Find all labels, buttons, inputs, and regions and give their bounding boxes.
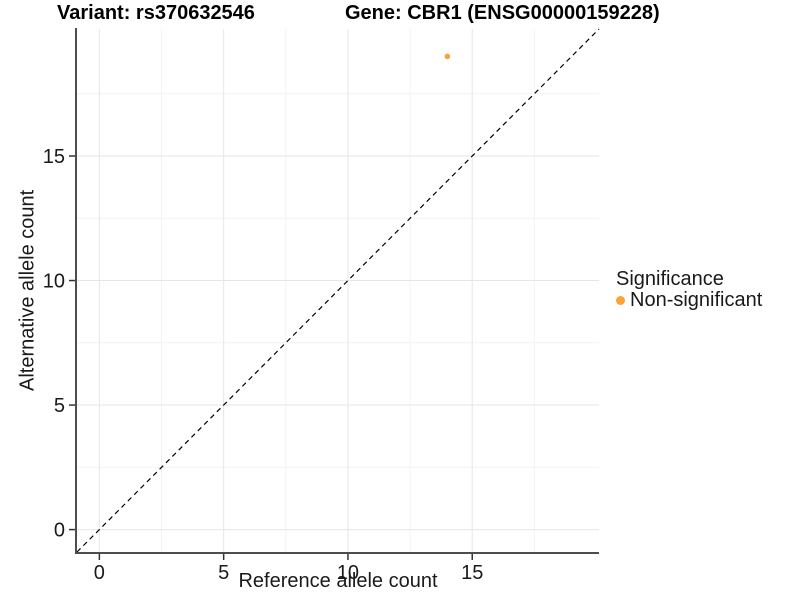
plot-title-variant: Variant: rs370632546 <box>57 2 255 24</box>
plot-panel: 0 5 10 15 0 5 10 15 <box>43 28 600 584</box>
x-axis-title: Reference allele count <box>238 570 438 592</box>
x-tick-label: 10 <box>337 562 359 584</box>
legend-item-non-significant: Non-significant <box>616 289 763 311</box>
x-tick-label: 5 <box>218 562 229 584</box>
y-tick-label: 15 <box>43 146 65 168</box>
legend-item-label: Non-significant <box>630 289 763 311</box>
legend: Significance Non-significant <box>616 268 762 311</box>
y-tick-label: 0 <box>54 520 65 542</box>
legend-title: Significance <box>616 268 724 290</box>
x-tick-label: 15 <box>461 562 483 584</box>
legend-point-icon <box>616 296 625 305</box>
x-tick-label: 0 <box>94 562 105 584</box>
y-axis-title: Alternative allele count <box>16 189 39 392</box>
plot-title-gene: Gene: CBR1 (ENSG00000159228) <box>345 2 660 24</box>
y-tick-label: 5 <box>54 395 65 417</box>
data-point <box>444 53 451 60</box>
identity-line <box>76 28 600 553</box>
y-tick-label: 10 <box>43 271 65 293</box>
